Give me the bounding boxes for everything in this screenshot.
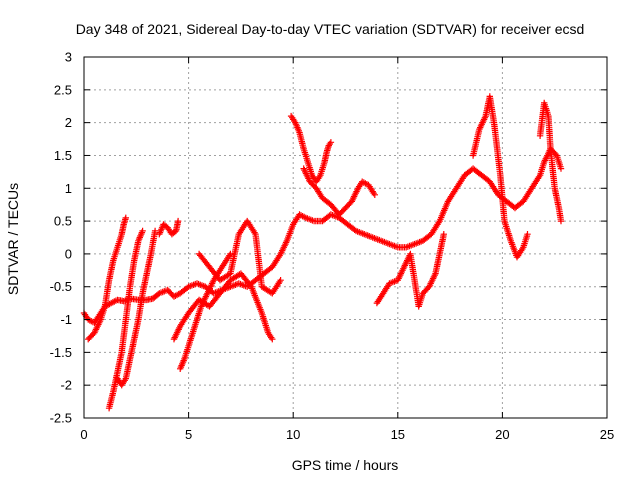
series-upper-high [287,112,335,185]
x-tick-label: 5 [185,427,192,442]
x-tick-label: 10 [286,427,300,442]
series-late-right [536,99,565,225]
x-tick-label: 25 [600,427,614,442]
y-tick-label: -0.5 [50,279,72,294]
y-tick-label: 0 [65,246,72,261]
data-point [557,165,565,172]
y-tick-label: 1.5 [54,148,72,163]
data-point [440,231,447,238]
data-point [227,250,234,258]
series-late-high [469,93,531,261]
series-left-upper [85,214,129,343]
y-tick-label: 2 [65,115,72,130]
series-upper-mid [300,165,378,218]
y-tick-label: -1 [60,312,72,327]
data-point [139,227,146,235]
tick-marks [83,56,608,419]
y-tick-label: 2.5 [54,82,72,97]
y-tick-label: -2.5 [50,411,72,426]
x-tick-label: 0 [80,427,87,442]
plot-border [83,56,608,419]
x-tick-label: 15 [391,427,405,442]
grid-lines [84,57,607,418]
chart-title: Day 348 of 2021, Sidereal Day-to-day VTE… [76,21,585,37]
y-tick-label: 0.5 [54,214,72,229]
data-point [524,231,531,238]
series-lower-2 [114,227,159,389]
series-late-dip [373,231,447,310]
data-point [327,139,335,146]
series-mid-4 [195,217,284,297]
data-point [277,277,284,284]
series-layer [80,93,565,412]
series-mid-3 [170,270,276,343]
series-main [80,145,565,326]
x-axis-label: GPS time / hours [292,457,399,473]
data-point [269,336,276,343]
x-tick-label: 20 [495,427,509,442]
data-point [557,217,565,225]
y-axis-label: SDTVAR / TECUs [5,183,21,295]
series-lower-1 [105,227,146,412]
y-tick-label: 1 [65,181,72,196]
y-tick-label: 3 [65,50,72,65]
data-point [122,214,129,221]
data-point [151,227,159,235]
y-tick-label: -2 [60,378,72,393]
y-tick-label: -1.5 [50,345,72,360]
series-mid-2 [177,250,234,372]
series-mid-1 [156,217,182,238]
data-point [371,191,378,198]
data-point [174,217,182,225]
